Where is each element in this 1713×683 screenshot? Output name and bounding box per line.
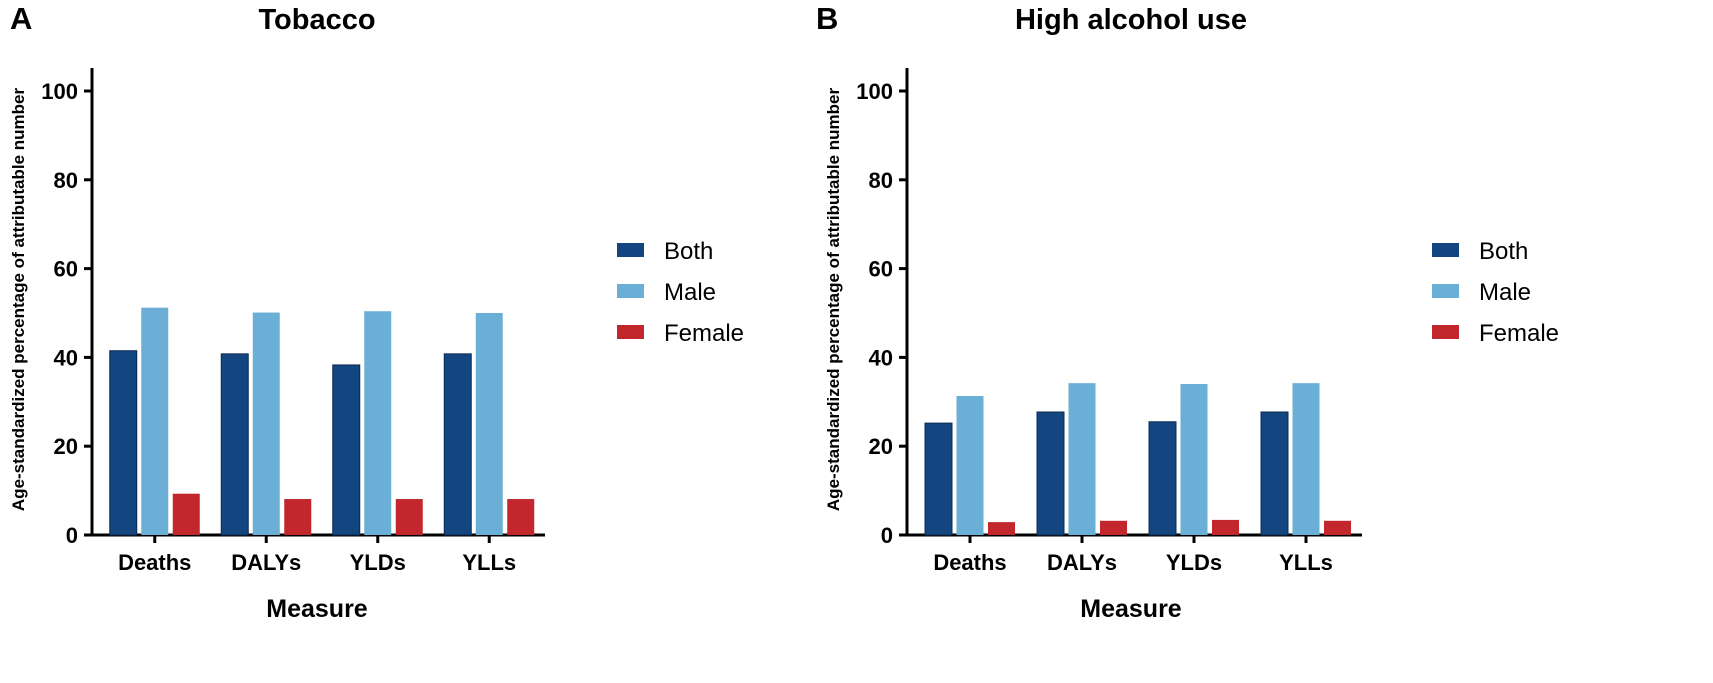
chart-title: Tobacco bbox=[258, 4, 375, 36]
bar-female-dalys bbox=[1100, 520, 1127, 535]
x-category-label: YLLs bbox=[1279, 550, 1333, 575]
bar-both-dalys bbox=[220, 353, 249, 536]
y-tick-label: 0 bbox=[881, 523, 893, 548]
x-category-label: YLDs bbox=[1166, 550, 1222, 575]
bar-both-ylls bbox=[443, 353, 472, 536]
x-category-label: Deaths bbox=[933, 550, 1006, 575]
legend: Both Male Female bbox=[1432, 238, 1559, 347]
x-category-label: YLDs bbox=[350, 550, 406, 575]
y-tick-label: 40 bbox=[54, 345, 78, 370]
legend-label-male: Male bbox=[1479, 279, 1531, 306]
bar-both-deaths bbox=[924, 422, 953, 536]
panel-letter: A bbox=[10, 1, 32, 36]
bar-both-deaths bbox=[109, 350, 138, 536]
legend-swatch-female bbox=[1432, 325, 1459, 339]
chart-panel-b: B High alcohol use Age-standardized percen… bbox=[816, 1, 1559, 623]
y-tick-label: 80 bbox=[54, 168, 78, 193]
legend-swatch-male bbox=[1432, 284, 1459, 298]
y-tick-label: 100 bbox=[856, 79, 893, 104]
bar-female-deaths bbox=[172, 493, 200, 535]
chart-title: High alcohol use bbox=[1015, 4, 1247, 36]
y-tick-label: 60 bbox=[869, 257, 893, 282]
legend-swatch-female bbox=[617, 325, 644, 339]
y-tick-label: 0 bbox=[66, 523, 78, 548]
chart-panel-a: A Tobacco Age-standardized percentage of a… bbox=[9, 1, 744, 623]
legend-swatch-male bbox=[617, 284, 644, 298]
bar-female-ylls bbox=[1324, 520, 1351, 535]
x-category-label: Deaths bbox=[118, 550, 191, 575]
bar-male-dalys bbox=[252, 312, 280, 535]
panel-letter: B bbox=[816, 1, 838, 36]
bar-male-ylds bbox=[1180, 384, 1208, 535]
x-category-label: DALYs bbox=[231, 550, 301, 575]
legend-swatch-both bbox=[1432, 243, 1459, 257]
legend-label-male: Male bbox=[664, 279, 716, 306]
legend-swatch-both bbox=[617, 243, 644, 257]
y-tick-label: 20 bbox=[869, 434, 893, 459]
y-tick-label: 80 bbox=[869, 168, 893, 193]
bar-female-ylds bbox=[395, 499, 423, 535]
y-tick-label: 60 bbox=[54, 257, 78, 282]
legend-label-both: Both bbox=[1479, 238, 1528, 265]
bar-male-ylls bbox=[1292, 383, 1320, 535]
bar-female-deaths bbox=[988, 522, 1015, 535]
bar-both-ylds bbox=[1148, 421, 1177, 536]
bar-male-ylds bbox=[364, 311, 392, 535]
bar-female-ylds bbox=[1212, 519, 1239, 535]
legend-label-both: Both bbox=[664, 238, 713, 265]
y-tick-label: 100 bbox=[41, 79, 78, 104]
x-axis-title: Measure bbox=[1080, 595, 1182, 623]
y-axis-title: Age-standardized percentage of attributa… bbox=[9, 88, 28, 512]
y-axis-title: Age-standardized percentage of attributa… bbox=[824, 88, 843, 512]
bar-male-deaths bbox=[956, 396, 984, 535]
bar-both-ylds bbox=[332, 364, 361, 536]
x-category-label: YLLs bbox=[462, 550, 516, 575]
legend-label-female: Female bbox=[664, 320, 744, 347]
legend-label-female: Female bbox=[1479, 320, 1559, 347]
bar-male-dalys bbox=[1068, 383, 1096, 535]
legend: Both Male Female bbox=[617, 238, 744, 347]
bar-both-dalys bbox=[1036, 411, 1065, 536]
bar-male-ylls bbox=[475, 313, 503, 535]
x-axis-title: Measure bbox=[266, 595, 368, 623]
bar-male-deaths bbox=[141, 307, 169, 535]
bar-both-ylls bbox=[1260, 411, 1289, 536]
x-category-label: DALYs bbox=[1047, 550, 1117, 575]
y-tick-label: 20 bbox=[54, 434, 78, 459]
bar-female-ylls bbox=[507, 499, 535, 535]
y-tick-label: 40 bbox=[869, 345, 893, 370]
bar-female-dalys bbox=[284, 499, 312, 535]
